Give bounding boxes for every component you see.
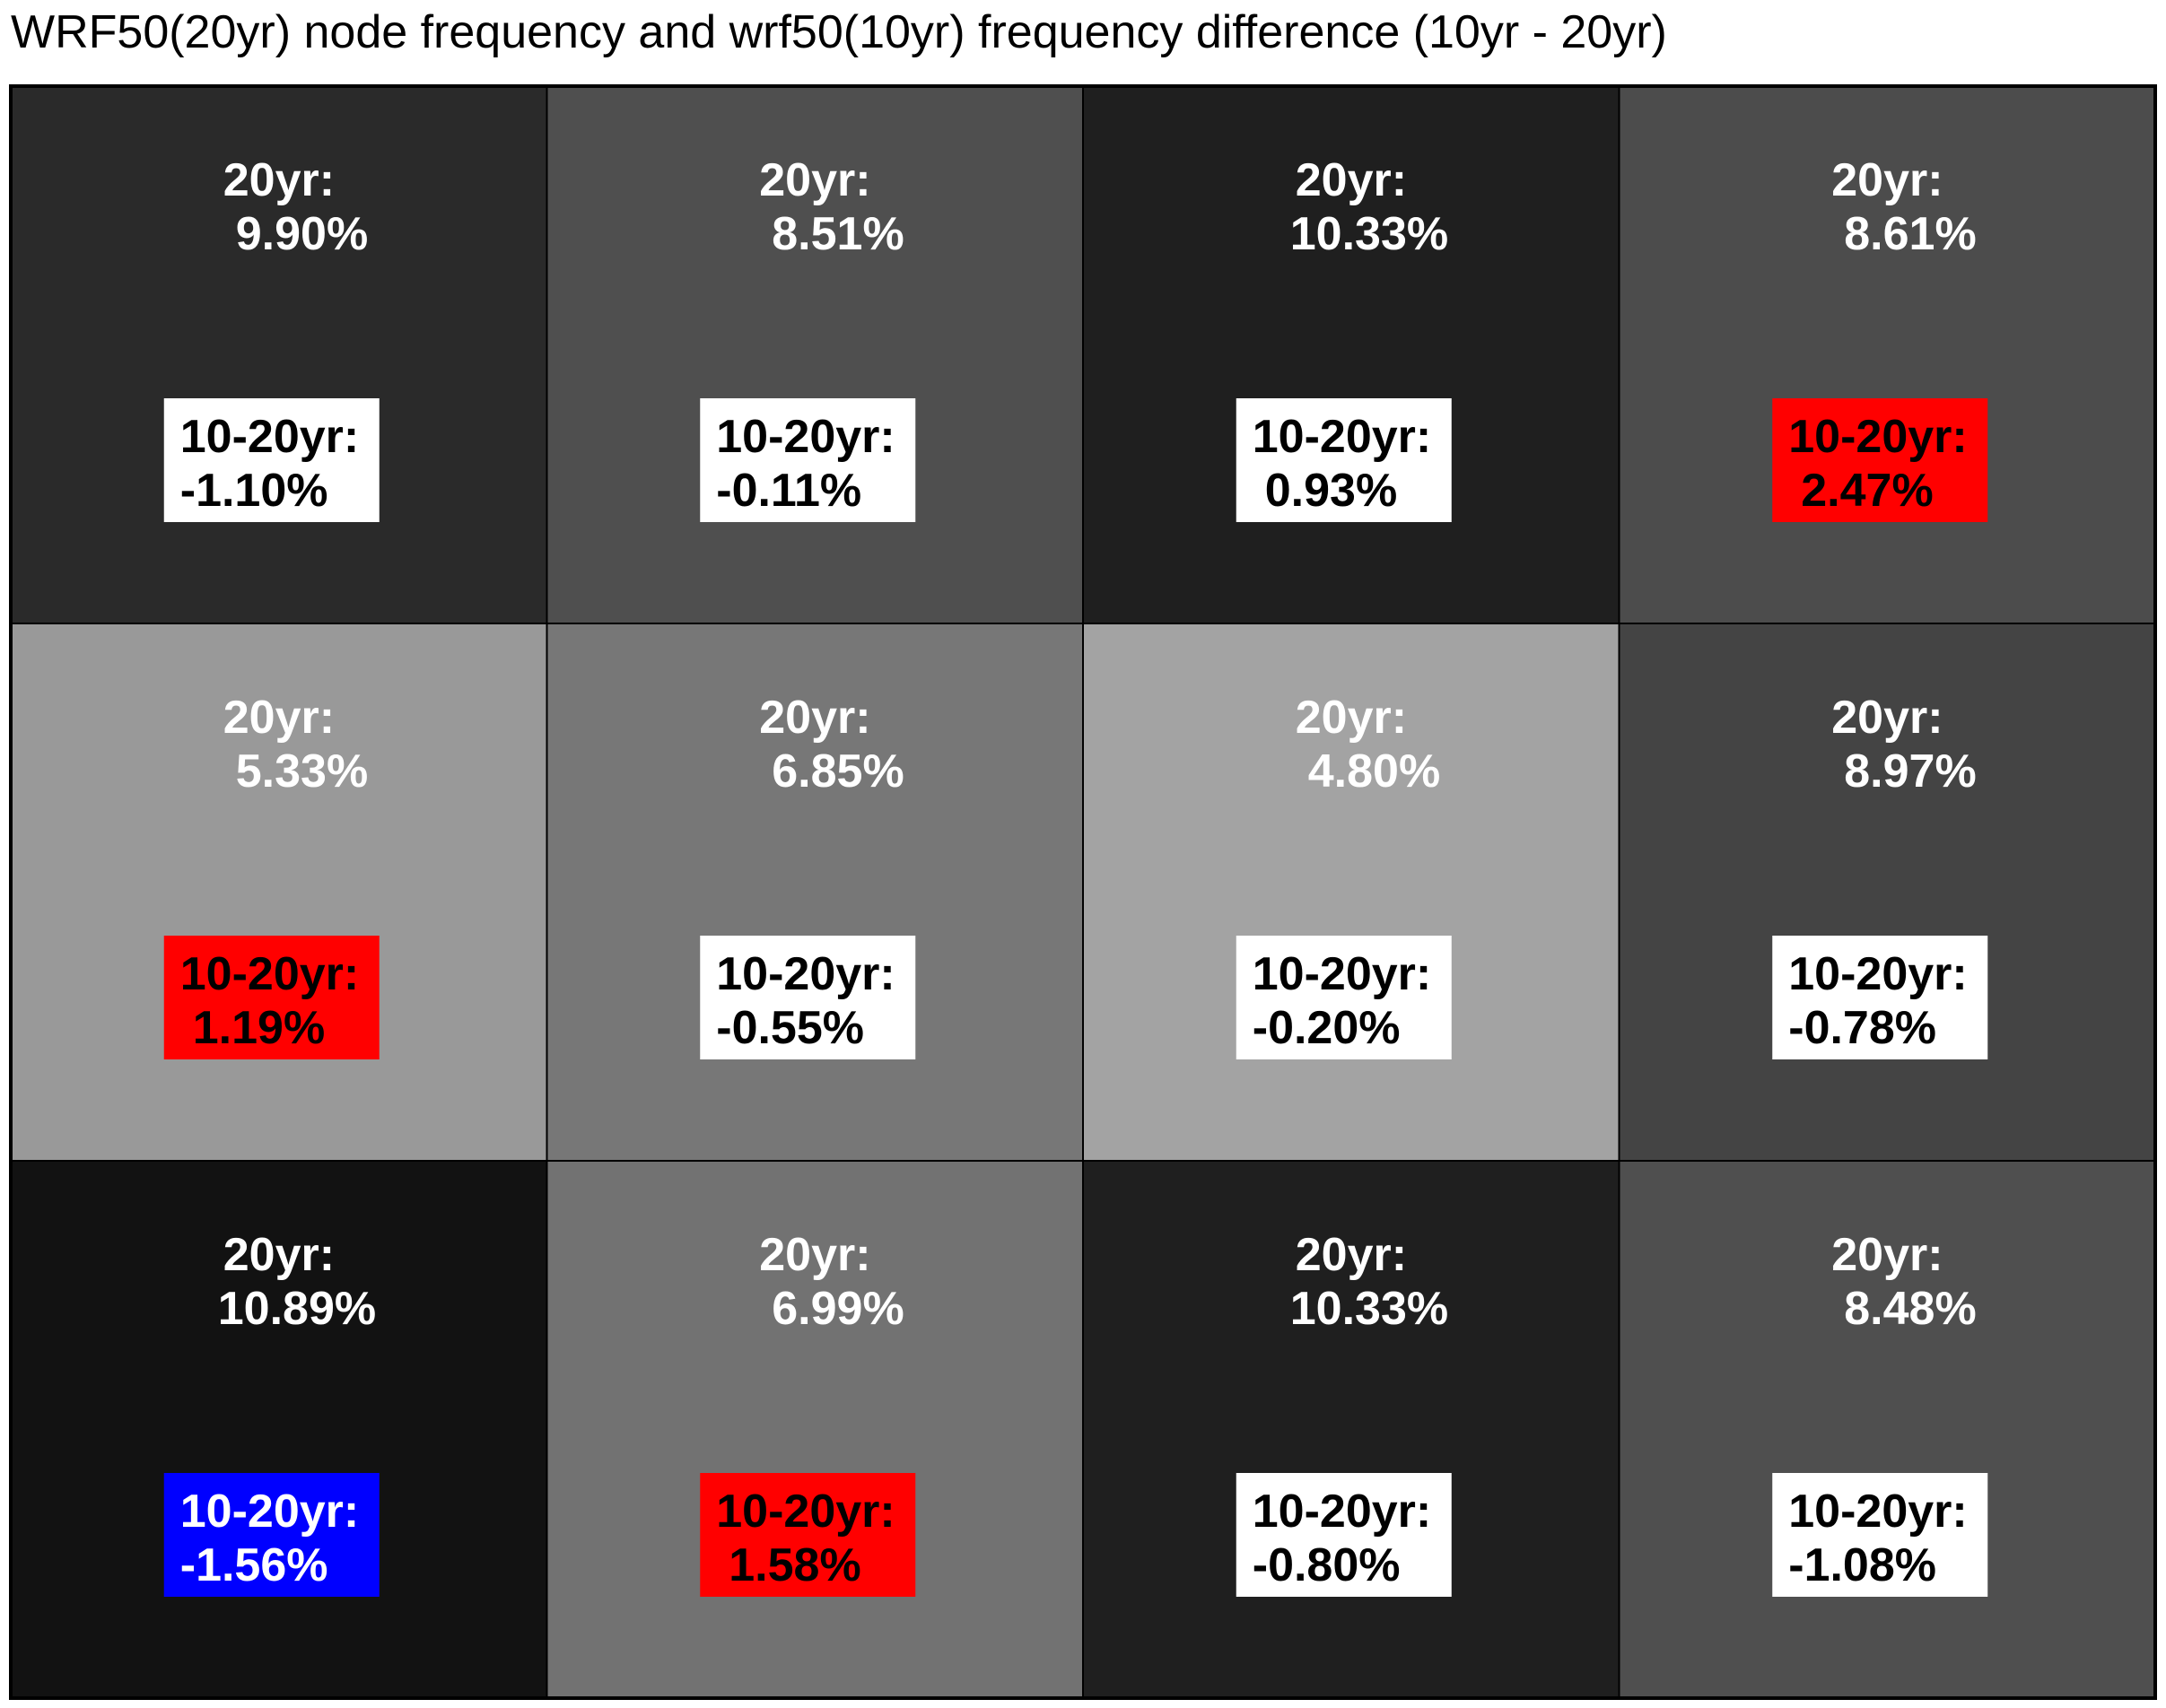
diff-label: 10-20yr:: [1788, 1486, 1967, 1538]
freq-value: 10.89%: [218, 1283, 376, 1335]
freq-value: 8.97%: [1844, 745, 1976, 797]
freq-label: 20yr:: [1296, 692, 1407, 744]
diff-label: 10-20yr:: [1253, 411, 1431, 463]
diff-value: 2.47%: [1801, 465, 1933, 517]
heatmap-cell: 20yr:4.80% 10-20yr:-0.20%: [1082, 623, 1620, 1162]
cell-background: [1082, 1160, 1620, 1699]
diff-value: -1.10%: [180, 465, 328, 517]
diff-box: [163, 398, 380, 522]
cell-background: [10, 1160, 548, 1699]
diff-value: -0.55%: [716, 1002, 864, 1054]
diff-box: [1772, 936, 1988, 1059]
freq-value: 8.48%: [1844, 1283, 1976, 1335]
heatmap-cell: 20yr:10.33% 10-20yr:0.93%: [1082, 85, 1620, 624]
heatmap-cell: 20yr:8.61% 10-20yr:2.47%: [1618, 85, 2156, 624]
diff-value: 0.93%: [1265, 465, 1397, 517]
freq-value: 6.99%: [772, 1283, 904, 1335]
diff-value: -0.11%: [716, 465, 861, 517]
diff-value: 1.19%: [193, 1002, 325, 1054]
heatmap-cell: 20yr:9.90% 10-20yr:-1.10%: [10, 85, 548, 624]
diff-label: 10-20yr:: [180, 1486, 359, 1538]
freq-label: 20yr:: [223, 692, 335, 744]
cell-background: [1618, 623, 2156, 1162]
cell-background: [546, 623, 1084, 1162]
cell-background: [1082, 85, 1620, 624]
diff-box: [1236, 936, 1452, 1059]
freq-label: 20yr:: [1296, 1229, 1407, 1281]
diff-box: [1236, 398, 1452, 522]
freq-value: 9.90%: [236, 208, 368, 260]
heatmap-cell: 20yr:10.89% 10-20yr:-1.56%: [10, 1160, 548, 1699]
freq-label: 20yr:: [759, 692, 870, 744]
heatmap-cell: 20yr:10.33% 10-20yr:-0.80%: [1082, 1160, 1620, 1699]
freq-label: 20yr:: [1296, 154, 1407, 206]
freq-label: 20yr:: [759, 1229, 870, 1281]
heatmap-frame: [9, 84, 2157, 1700]
diff-value: -0.78%: [1788, 1002, 1936, 1054]
heatmap-cells: 20yr:9.90%10-20yr:-1.10%20yr:8.51%10-20y…: [10, 85, 2156, 1699]
diff-label: 10-20yr:: [180, 411, 359, 463]
freq-value: 8.51%: [772, 208, 904, 260]
freq-label: 20yr:: [1831, 692, 1943, 744]
cell-background: [546, 1160, 1084, 1699]
diff-box: [700, 1473, 916, 1597]
diff-box: [1772, 1473, 1988, 1597]
freq-value: 10.33%: [1290, 1283, 1448, 1335]
heatmap-cell: 20yr:8.51% 10-20yr:-0.11%: [546, 85, 1084, 624]
diff-box: [163, 1473, 380, 1597]
cell-background: [1618, 1160, 2156, 1699]
freq-value: 8.61%: [1844, 208, 1976, 260]
diff-box: [1236, 1473, 1452, 1597]
diff-label: 10-20yr:: [716, 1486, 895, 1538]
diff-box: [700, 398, 916, 522]
heatmap-cell: 20yr:8.48% 10-20yr:-1.08%: [1618, 1160, 2156, 1699]
freq-value: 10.33%: [1290, 208, 1448, 260]
diff-label: 10-20yr:: [716, 948, 895, 1000]
diff-label: 10-20yr:: [1253, 1486, 1431, 1538]
diff-value: -1.08%: [1788, 1539, 1936, 1591]
diff-box: [1772, 398, 1988, 522]
diff-value: -0.20%: [1253, 1002, 1401, 1054]
heatmap-cell: 20yr:8.97% 10-20yr:-0.78%: [1618, 623, 2156, 1162]
diff-label: 10-20yr:: [1788, 948, 1967, 1000]
freq-label: 20yr:: [1831, 154, 1943, 206]
cell-background: [1618, 85, 2156, 624]
freq-value: 4.80%: [1308, 745, 1440, 797]
diff-value: 1.58%: [729, 1539, 860, 1591]
freq-label: 20yr:: [223, 1229, 335, 1281]
heatmap-cell: 20yr:5.33% 10-20yr:1.19%: [10, 623, 548, 1162]
diff-label: 10-20yr:: [180, 948, 359, 1000]
freq-label: 20yr:: [223, 154, 335, 206]
diff-label: 10-20yr:: [1253, 948, 1431, 1000]
freq-label: 20yr:: [759, 154, 870, 206]
freq-value: 5.33%: [236, 745, 368, 797]
heatmap-cell: 20yr:6.99% 10-20yr:1.58%: [546, 1160, 1084, 1699]
diff-box: [163, 936, 380, 1059]
heatmap-cell: 20yr:6.85% 10-20yr:-0.55%: [546, 623, 1084, 1162]
diff-label: 10-20yr:: [716, 411, 895, 463]
freq-value: 6.85%: [772, 745, 904, 797]
diff-box: [700, 936, 916, 1059]
cell-background: [10, 623, 548, 1162]
chart-title: WRF50(20yr) node frequency and wrf50(10y…: [11, 6, 1667, 58]
diff-value: -0.80%: [1253, 1539, 1401, 1591]
cell-background: [10, 85, 548, 624]
freq-label: 20yr:: [1831, 1229, 1943, 1281]
diff-value: -1.56%: [180, 1539, 328, 1591]
diff-label: 10-20yr:: [1788, 411, 1967, 463]
